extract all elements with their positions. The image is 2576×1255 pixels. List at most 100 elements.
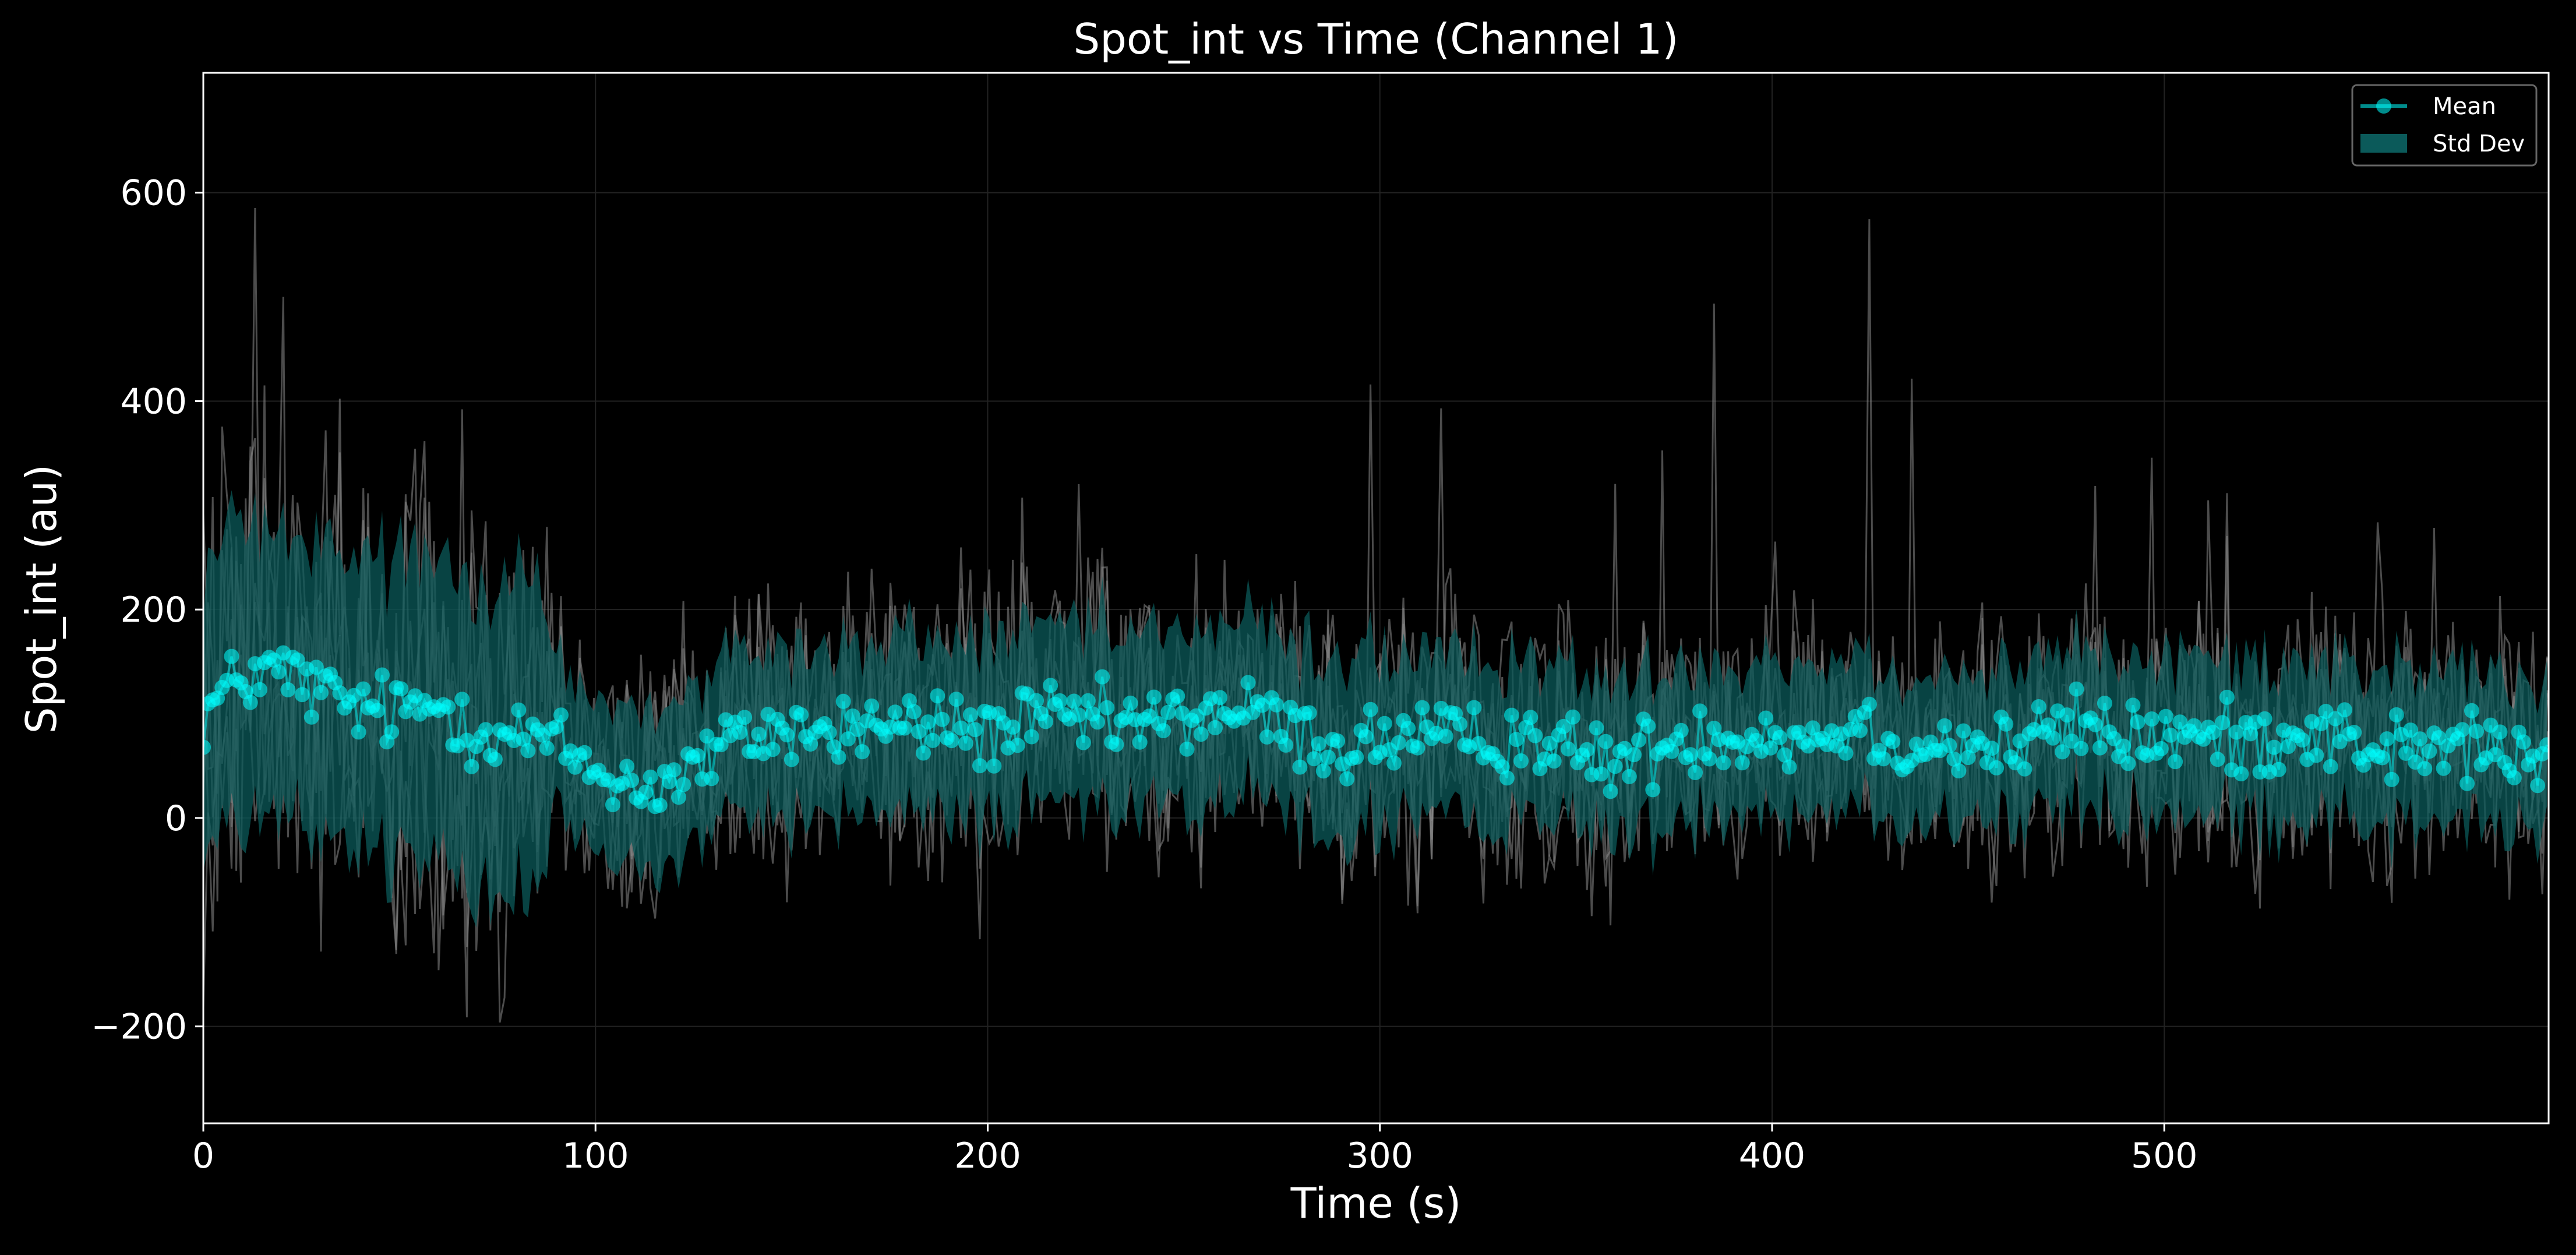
mean-point [1523,710,1538,725]
mean-point [2158,708,2173,724]
mean-point [1466,700,1482,715]
mean-point [2417,761,2433,777]
mean-point [2281,739,2296,755]
mean-point [2403,722,2418,738]
mean-point [516,731,531,747]
mean-point [605,797,620,813]
mean-point [2040,717,2056,733]
mean-point [1024,729,1039,745]
mean-point [751,727,767,742]
mean-point [2214,715,2230,731]
mean-point [567,759,583,775]
mean-point [1692,703,1708,719]
mean-point [2337,702,2352,718]
mean-point [2266,739,2282,755]
mean-point [203,739,211,755]
mean-point [1179,741,1195,757]
mean-point [944,733,959,749]
mean-point [1960,750,1976,766]
mean-point [1306,751,1322,767]
mean-point [1607,759,1623,774]
y-tick-label: 0 [165,798,187,839]
mean-point [332,685,348,701]
x-axis-label: Time (s) [1290,1179,1462,1228]
mean-point [2313,716,2329,731]
mean-point [779,727,795,743]
mean-point [1315,763,1331,779]
mean-point [1885,734,1901,749]
mean-point [1527,728,1543,743]
mean-point [1292,759,1308,775]
mean-point [2125,697,2141,713]
mean-point [2055,744,2070,760]
mean-point [375,667,390,683]
mean-point [2205,725,2221,740]
mean-point [1664,743,1679,759]
mean-point [1565,709,1580,725]
x-tick-label: 500 [2131,1136,2198,1176]
mean-point [1212,690,1227,706]
mean-point [2031,699,2046,714]
mean-point [2229,724,2245,740]
mean-point [520,743,536,759]
mean-point [1640,718,1656,734]
mean-point [2243,726,2259,742]
mean-point [831,749,846,765]
mean-point [1763,740,1779,756]
plot-area [203,207,2549,1023]
mean-point [1240,675,1256,690]
mean-point [920,714,936,730]
mean-point [1951,763,1967,778]
mean-point [930,688,945,704]
mean-point [690,748,705,763]
legend-std-swatch [2360,134,2407,153]
mean-point [1509,732,1524,748]
mean-point [393,681,409,697]
mean-point [1631,732,1647,748]
mean-point [1555,718,1571,734]
mean-point [1278,737,1294,753]
mean-point [1156,723,1171,739]
mean-point [1099,700,1115,715]
mean-point [1984,741,1999,756]
mean-point [1942,738,1957,753]
mean-point [1095,669,1110,685]
mean-point [765,742,781,757]
mean-point [953,720,969,736]
x-tick-label: 100 [562,1136,629,1176]
mean-point [2515,734,2531,750]
mean-point [224,648,239,664]
legend-std-label: Std Dev [2433,131,2525,157]
chart-title: Spot_int vs Time (Channel 1) [1073,15,1678,64]
mean-point [1937,718,1953,734]
mean-point [1029,693,1044,708]
mean-point [967,722,983,738]
mean-point [906,704,922,720]
mean-point [1438,728,1453,744]
mean-point [2506,770,2522,785]
mean-point [2295,732,2310,748]
mean-point [548,719,564,735]
mean-point [1311,736,1326,752]
mean-point [1208,720,1223,735]
mean-point [2388,707,2404,722]
mean-point [1598,734,1614,749]
mean-point [1400,721,1416,736]
mean-point [1682,747,1698,763]
mean-point [897,720,912,736]
mean-point [2116,738,2132,754]
mean-point [511,702,527,718]
mean-point [242,695,258,710]
mean-point [1043,678,1058,693]
mean-point [1645,782,1661,798]
mean-point [1706,720,1722,736]
mean-point [369,703,385,718]
mean-point [2412,731,2428,747]
mean-point [1989,760,2005,775]
legend: Mean Std Dev [2351,84,2538,167]
mean-point [454,692,470,707]
mean-series [203,645,2549,815]
mean-point [1946,751,1962,767]
legend-mean-marker [2376,98,2391,114]
mean-point [1410,740,1425,756]
